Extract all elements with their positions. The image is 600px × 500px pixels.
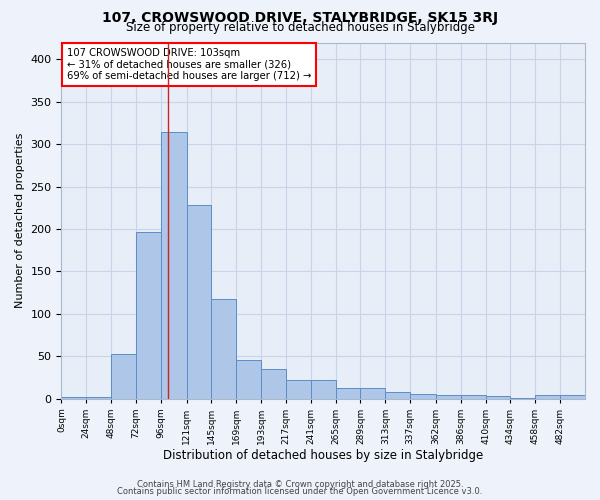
Bar [335, 388, 361, 398]
Bar [485, 396, 511, 398]
Text: Contains HM Land Registry data © Crown copyright and database right 2025.: Contains HM Land Registry data © Crown c… [137, 480, 463, 489]
Bar [461, 395, 485, 398]
Text: Size of property relative to detached houses in Stalybridge: Size of property relative to detached ho… [125, 21, 475, 34]
Bar [385, 392, 410, 398]
Y-axis label: Number of detached properties: Number of detached properties [15, 133, 25, 308]
Bar [311, 380, 335, 398]
Bar [286, 380, 311, 398]
Bar [361, 388, 385, 398]
Text: Contains public sector information licensed under the Open Government Licence v3: Contains public sector information licen… [118, 487, 482, 496]
Bar [61, 397, 86, 398]
Bar [136, 232, 161, 398]
Text: 107 CROWSWOOD DRIVE: 103sqm
← 31% of detached houses are smaller (326)
69% of se: 107 CROWSWOOD DRIVE: 103sqm ← 31% of det… [67, 48, 311, 81]
X-axis label: Distribution of detached houses by size in Stalybridge: Distribution of detached houses by size … [163, 450, 484, 462]
Bar [261, 369, 286, 398]
Bar [410, 394, 436, 398]
Text: 107, CROWSWOOD DRIVE, STALYBRIDGE, SK15 3RJ: 107, CROWSWOOD DRIVE, STALYBRIDGE, SK15 … [102, 11, 498, 25]
Bar [86, 397, 111, 398]
Bar [211, 300, 236, 398]
Bar [436, 395, 461, 398]
Bar [187, 206, 211, 398]
Bar [161, 132, 187, 398]
Bar [560, 395, 585, 398]
Bar [535, 395, 560, 398]
Bar [111, 354, 136, 399]
Bar [236, 360, 261, 399]
